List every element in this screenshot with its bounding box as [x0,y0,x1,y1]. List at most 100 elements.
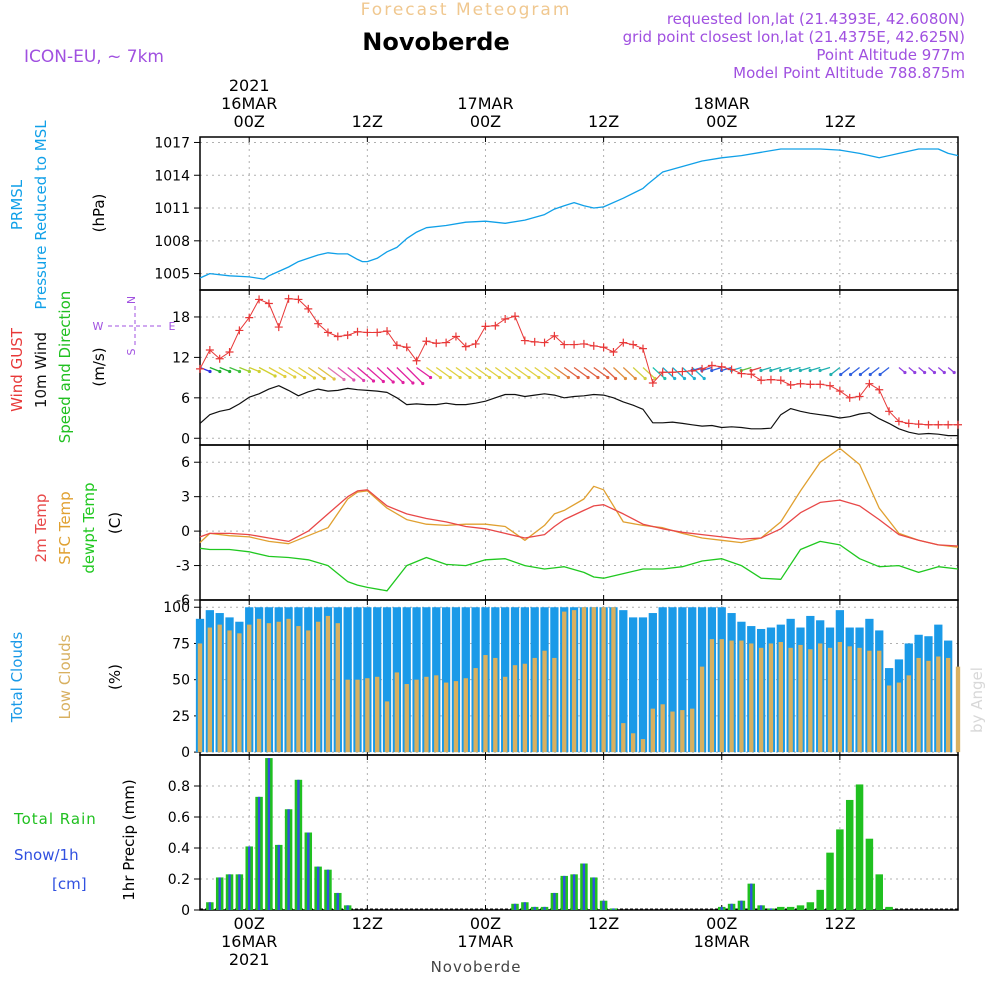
rain-bar [875,874,883,910]
wind-arrow [494,366,510,379]
gust-marker [599,343,608,352]
low-cloud-bar [798,644,803,753]
snow-bar [346,905,349,910]
total-cloud-bar [343,607,352,753]
wind-arrow-head [614,376,618,381]
wind-arrow-head [702,376,706,381]
wind-arrow [850,366,860,376]
gust-marker [284,294,293,303]
low-cloud-bar [630,733,636,753]
gust-marker [501,314,510,323]
wind-arrow-head [818,368,822,373]
low-cloud-bar [650,708,655,753]
wind-arrow [504,366,520,379]
low-cloud-bar [532,657,537,753]
snow-label: Snow/1h [14,846,79,864]
low-cloud-bar [640,739,646,753]
compass-west: W [93,320,104,333]
gust-marker [235,326,244,335]
wind-arrow [691,366,703,372]
wind-frame [199,289,959,446]
gust-marker [560,340,569,349]
low-cloud-bar [818,643,823,753]
wind-arrow [869,366,880,376]
wind-arrow [337,366,355,381]
bottom-time-label: 18MAR [694,932,750,951]
gust-marker [570,340,579,349]
low-cloud-bar [690,708,695,753]
low-cloud-bar [512,665,518,753]
wind-arrow [544,366,559,379]
low-cloud-bar [424,676,429,753]
gust-marker [333,332,342,341]
wind-arrow [455,366,471,379]
gust-marker [491,321,500,330]
rain-bar [845,799,854,910]
wind-arrow-head [932,370,937,375]
wind-tick-label: 18 [172,310,190,326]
snow-bar [602,900,605,910]
wind-arrow [860,366,870,376]
panel-labels: PRMSL Pressure Reduced to MSL (hPa) Wind GU… [8,120,138,901]
wind-arrow [652,367,666,379]
low-cloud-bar [857,647,862,753]
wind-direction-label: Speed and Direction [56,291,74,444]
snow-bar [612,908,615,910]
low-cloud-bar [896,682,902,753]
pressure-frame [199,136,959,291]
wind-arrow [406,367,424,384]
wind-tick-label: 12 [172,350,190,366]
compass-north: N [125,296,138,304]
wind-arrow-head [942,370,946,375]
gust-marker [264,299,273,308]
wind-arrow-head [352,378,356,382]
precip-tick-label: 0 [181,903,190,919]
clouds-panel: 0 25 50 75 100 [163,599,961,761]
gust-marker [727,365,736,374]
wind-arrow [268,366,286,378]
wind-arrow [485,366,500,379]
total-cloud-bar [648,613,657,753]
wind-arrow-head [478,375,482,380]
wind-arrow-head [448,375,452,380]
low-cloud-bar [847,646,852,753]
low-cloud-bar [522,663,528,753]
wind-arrow-head [673,376,677,381]
wind-arrow-head [322,376,326,381]
wind-arrow [475,366,491,379]
snow-bar [759,905,763,910]
total-cloud-bar [678,607,687,753]
low-cloud-bar [670,711,675,753]
wind-arrow [524,366,540,379]
low-cloud-bar [345,679,350,753]
gust-marker [766,375,775,384]
wind-arrow [426,366,441,379]
low-cloud-bar [414,679,419,753]
wind-arrow [307,366,325,380]
wind-arrow-head [421,381,425,386]
gust-marker [609,348,618,356]
gust-marker [717,362,726,371]
low-cloud-bar [384,701,390,753]
wind-arrow [396,367,414,384]
clouds-tick-label: 75 [172,636,190,652]
wind-arrow [229,366,240,373]
wind-arrow-head [273,374,277,378]
low-cloud-bar [660,704,665,753]
gust-marker [776,376,785,385]
wind-arrow [613,367,626,379]
precip-tick-label: 0.6 [168,810,190,826]
wind-arrow [327,366,345,381]
wind-arrow-head [566,375,570,380]
temp-tick-label: 3 [181,490,190,506]
wind-tick-label: 6 [181,391,190,407]
clouds-tick-label: 100 [163,600,190,616]
gust-marker [511,312,520,321]
snow-bar [238,874,241,910]
pressure-label-prmsl: PRMSL [8,179,26,230]
snow-bar [720,906,723,910]
gust-marker [638,344,647,353]
rain-bar [826,852,834,910]
top-time-label: 18MAR [694,94,750,113]
